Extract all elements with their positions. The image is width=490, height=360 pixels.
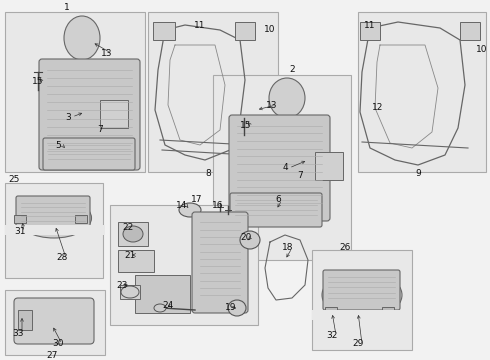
Text: 2: 2 bbox=[289, 66, 295, 75]
Text: 14: 14 bbox=[176, 201, 188, 210]
Bar bbox=[110, 205, 258, 325]
Bar bbox=[312, 250, 412, 350]
Text: 27: 27 bbox=[47, 351, 58, 360]
Ellipse shape bbox=[322, 271, 402, 319]
Text: 1: 1 bbox=[64, 4, 70, 13]
Bar bbox=[118, 250, 154, 272]
FancyBboxPatch shape bbox=[192, 212, 248, 313]
Text: 3: 3 bbox=[65, 112, 71, 122]
Ellipse shape bbox=[64, 16, 100, 60]
Text: 29: 29 bbox=[352, 339, 364, 348]
Text: 33: 33 bbox=[12, 329, 24, 338]
Text: 10: 10 bbox=[476, 45, 488, 54]
Bar bbox=[312, 310, 412, 320]
Text: 7: 7 bbox=[97, 126, 103, 135]
Text: 24: 24 bbox=[162, 301, 173, 310]
Ellipse shape bbox=[240, 231, 260, 249]
Text: 7: 7 bbox=[297, 171, 303, 180]
Ellipse shape bbox=[17, 198, 92, 238]
Text: 31: 31 bbox=[14, 228, 26, 237]
Bar bbox=[75, 215, 87, 223]
Bar bbox=[148, 12, 278, 172]
FancyBboxPatch shape bbox=[229, 115, 330, 221]
Text: 5: 5 bbox=[55, 140, 61, 149]
Text: 8: 8 bbox=[205, 168, 211, 177]
Text: 30: 30 bbox=[52, 339, 64, 348]
Text: 16: 16 bbox=[212, 201, 224, 210]
Bar bbox=[325, 307, 337, 315]
Text: 22: 22 bbox=[122, 224, 134, 233]
FancyBboxPatch shape bbox=[39, 59, 140, 170]
Ellipse shape bbox=[179, 203, 201, 217]
Text: 19: 19 bbox=[225, 303, 237, 312]
Bar bbox=[5, 290, 105, 355]
Bar bbox=[14, 215, 26, 223]
FancyBboxPatch shape bbox=[323, 270, 400, 310]
Text: 12: 12 bbox=[372, 104, 384, 112]
Bar bbox=[213, 75, 351, 260]
Bar bbox=[460, 22, 480, 40]
Bar bbox=[5, 183, 103, 278]
Bar bbox=[153, 22, 175, 40]
Bar bbox=[120, 285, 140, 299]
Text: 25: 25 bbox=[8, 175, 20, 184]
Text: 9: 9 bbox=[415, 168, 421, 177]
Bar bbox=[18, 310, 32, 330]
Bar bbox=[358, 12, 486, 172]
Text: 15: 15 bbox=[240, 121, 252, 130]
FancyBboxPatch shape bbox=[16, 196, 90, 232]
Bar bbox=[235, 22, 255, 40]
Bar bbox=[100, 100, 128, 128]
Ellipse shape bbox=[269, 78, 305, 118]
Ellipse shape bbox=[154, 304, 166, 312]
FancyBboxPatch shape bbox=[43, 138, 135, 170]
Text: 26: 26 bbox=[339, 243, 351, 252]
Text: 13: 13 bbox=[101, 49, 113, 58]
Bar bbox=[5, 225, 105, 235]
Text: 13: 13 bbox=[266, 100, 278, 109]
Text: 10: 10 bbox=[264, 26, 276, 35]
Text: 11: 11 bbox=[364, 22, 376, 31]
Ellipse shape bbox=[123, 226, 143, 242]
Text: 28: 28 bbox=[56, 253, 68, 262]
Text: 6: 6 bbox=[275, 195, 281, 204]
Bar bbox=[360, 22, 380, 40]
Bar bbox=[5, 12, 145, 172]
Text: 4: 4 bbox=[282, 163, 288, 172]
Bar bbox=[382, 307, 394, 315]
Text: 17: 17 bbox=[191, 195, 203, 204]
FancyBboxPatch shape bbox=[230, 193, 322, 227]
Bar bbox=[135, 275, 190, 313]
Text: 11: 11 bbox=[194, 22, 206, 31]
Text: 18: 18 bbox=[282, 243, 294, 252]
Bar bbox=[118, 222, 148, 246]
Bar bbox=[315, 152, 343, 180]
Ellipse shape bbox=[228, 300, 246, 316]
Text: 23: 23 bbox=[116, 280, 128, 289]
Text: 15: 15 bbox=[32, 77, 44, 86]
Text: 21: 21 bbox=[124, 251, 136, 260]
Text: 32: 32 bbox=[326, 330, 338, 339]
FancyBboxPatch shape bbox=[14, 298, 94, 344]
Text: 20: 20 bbox=[240, 234, 252, 243]
